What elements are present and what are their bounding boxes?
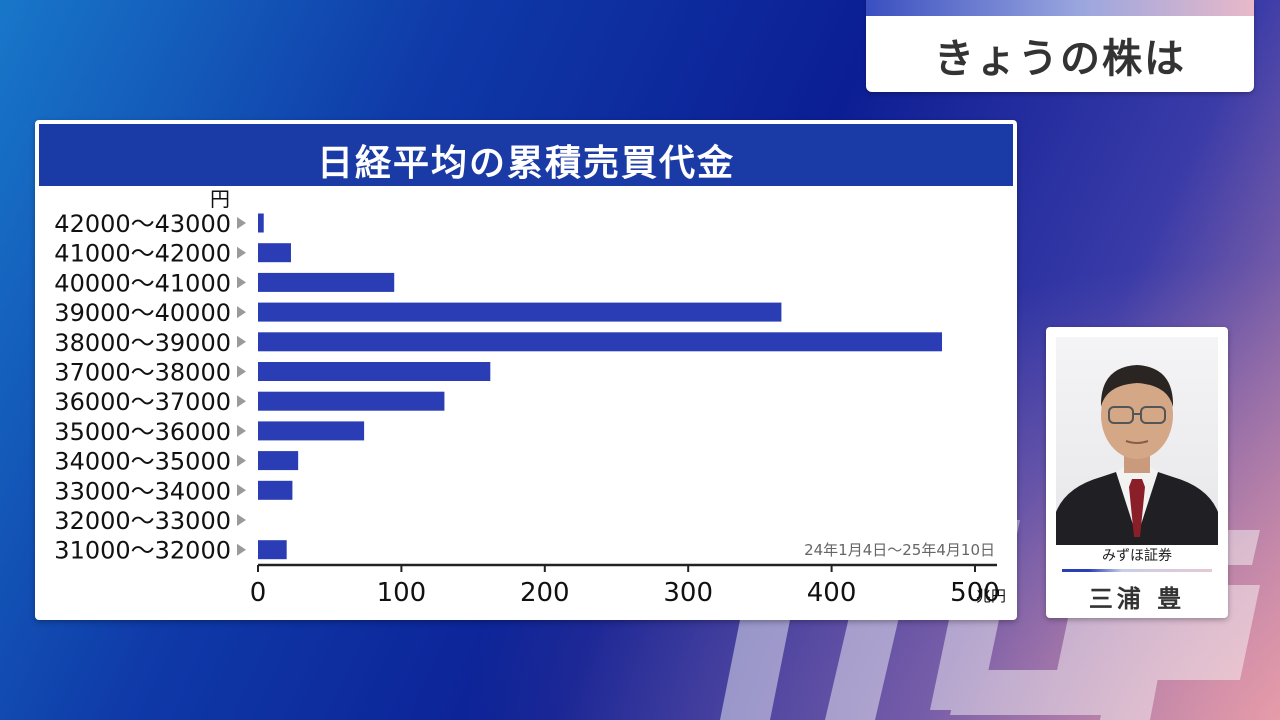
person-silhouette-icon: [1056, 365, 1218, 545]
bar: [258, 243, 291, 263]
bar: [258, 362, 491, 381]
program-tab-accent-bar: [866, 0, 1254, 16]
bar: [258, 302, 782, 322]
chart-panel: 日経平均の累積売買代金 円 42000〜43000 41000〜42000 40000…: [35, 120, 1017, 620]
row-marker-icon: [237, 365, 246, 378]
row-marker-icon: [237, 484, 246, 497]
row-marker-icon: [237, 514, 246, 526]
x-tick-label: 200: [520, 578, 570, 608]
commentator-card: みずほ証券 三浦 豊: [1046, 327, 1228, 618]
row-marker-icon: [237, 454, 246, 467]
x-tick-label: 500: [950, 578, 1000, 608]
bar-chart: 円42000〜4300041000〜4200040000〜4100039000〜…: [54, 187, 1006, 608]
chart-title: 日経平均の累積売買代金: [316, 143, 735, 184]
program-tab-title: きょうの株は: [934, 36, 1186, 82]
period-note: 24年1月4日〜25年4月10日: [804, 541, 995, 559]
category-label: 42000〜43000: [54, 210, 231, 238]
chart-header: 日経平均の累積売買代金: [39, 124, 1013, 186]
row-marker-icon: [237, 543, 246, 556]
row-marker-icon: [237, 395, 246, 408]
x-unit-label: 兆円: [976, 587, 1006, 605]
category-label: 41000〜42000: [54, 240, 231, 268]
commentator-photo: [1056, 337, 1218, 545]
category-label: 38000〜39000: [54, 329, 231, 357]
row-marker-icon: [237, 424, 246, 437]
category-label: 33000〜34000: [54, 477, 231, 505]
bar: [258, 480, 293, 500]
x-tick-label: 400: [807, 578, 857, 608]
program-tab: きょうの株は: [866, 0, 1254, 92]
name-accent-bar: [1062, 569, 1212, 572]
bar: [258, 272, 395, 292]
bar: [258, 213, 264, 233]
x-tick-label: 0: [250, 578, 267, 608]
commentator-name: 三浦 豊: [1088, 585, 1186, 613]
bar: [258, 332, 943, 352]
row-marker-icon: [237, 306, 246, 319]
category-label: 39000〜40000: [54, 299, 231, 327]
row-marker-icon: [237, 276, 246, 289]
category-label: 36000〜37000: [54, 388, 231, 416]
category-label: 34000〜35000: [54, 448, 231, 476]
bar: [258, 391, 445, 411]
y-unit-label: 円: [210, 187, 230, 211]
row-marker-icon: [237, 335, 246, 348]
bar: [258, 540, 287, 560]
category-label: 35000〜36000: [54, 418, 231, 446]
bar: [258, 451, 299, 471]
category-label: 32000〜33000: [54, 507, 231, 535]
category-label: 31000〜32000: [54, 537, 231, 565]
bar: [258, 421, 365, 441]
category-label: 40000〜41000: [54, 269, 231, 297]
commentator-organization: みずほ証券: [1102, 548, 1172, 564]
x-tick-label: 300: [663, 578, 713, 608]
row-marker-icon: [237, 246, 246, 259]
category-label: 37000〜38000: [54, 359, 231, 387]
row-marker-icon: [237, 217, 246, 229]
x-tick-label: 100: [377, 578, 427, 608]
